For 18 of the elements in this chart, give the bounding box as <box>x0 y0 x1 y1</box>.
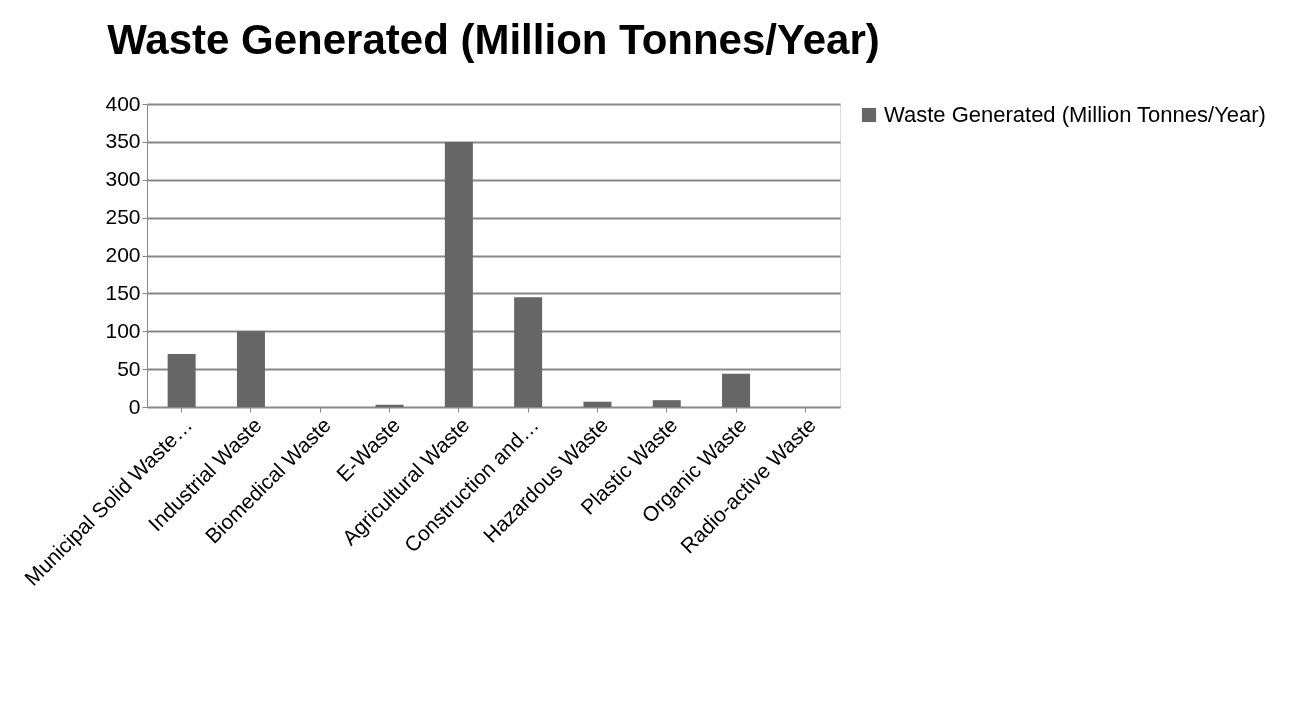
bar <box>583 401 612 407</box>
y-tick-label: 0 <box>128 394 141 418</box>
bar <box>444 141 473 407</box>
y-tick-label: 200 <box>105 243 141 266</box>
bar <box>652 400 681 407</box>
bar <box>167 353 196 407</box>
y-tick-label: 150 <box>105 280 141 304</box>
y-tick-label: 100 <box>105 318 141 342</box>
chart-title: Waste Generated (Million Tonnes/Year) <box>107 16 880 63</box>
y-tick-label: 250 <box>105 205 141 229</box>
bar <box>514 297 543 407</box>
y-tick-label: 50 <box>117 356 141 380</box>
bar <box>722 373 751 407</box>
y-tick-label: 350 <box>105 129 141 153</box>
bar <box>236 331 265 407</box>
y-tick-label: 300 <box>105 167 141 191</box>
y-tick-label: 400 <box>105 91 141 115</box>
legend-label: Waste Generated (Million Tonnes/Year) <box>884 102 1266 127</box>
